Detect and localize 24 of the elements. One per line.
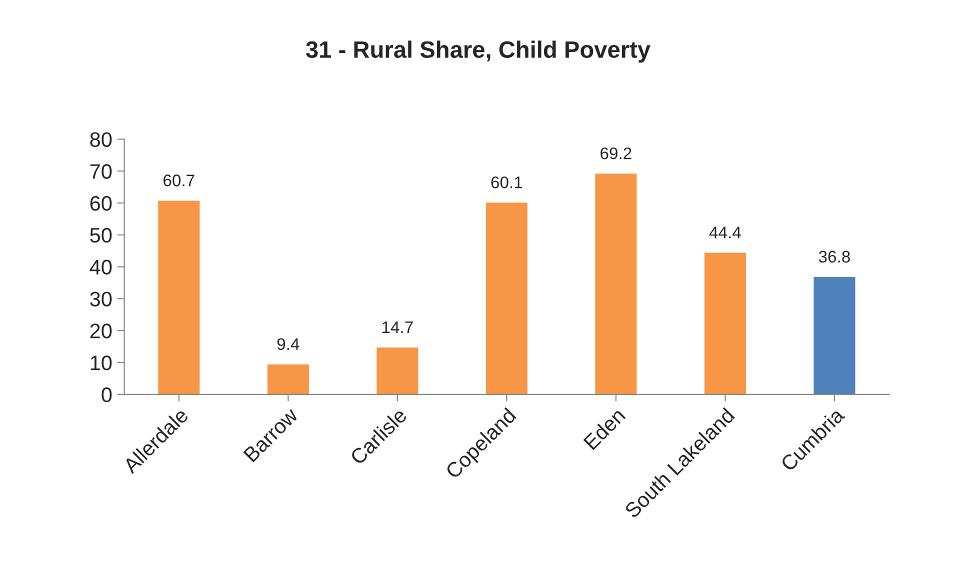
y-tick-label: 30 [90, 292, 112, 306]
bar [376, 348, 418, 394]
y-tick-label: 80 [90, 132, 112, 147]
bar [595, 174, 637, 394]
data-label: 44.4 [709, 226, 741, 238]
y-tick-label: 10 [90, 356, 112, 370]
y-tick-label: 40 [90, 260, 112, 275]
bar [486, 202, 528, 394]
data-label: 9.4 [277, 338, 300, 350]
data-label: 60.7 [164, 174, 194, 186]
data-label: 36.8 [818, 250, 850, 263]
data-label: 14.7 [382, 321, 413, 333]
data-label: 60.1 [491, 176, 522, 188]
y-tick-label: 20 [90, 324, 112, 338]
y-tick-label: 50 [90, 228, 112, 243]
bar [267, 364, 309, 394]
data-label: 69.2 [600, 147, 632, 160]
bar [814, 277, 856, 394]
chart-title: 31 - Rural Share, Child Poverty [306, 40, 650, 63]
y-tick-label: 0 [102, 387, 112, 402]
bar [158, 200, 200, 394]
bar [704, 252, 746, 394]
y-tick-label: 70 [90, 164, 112, 179]
y-tick-label: 60 [90, 196, 112, 211]
